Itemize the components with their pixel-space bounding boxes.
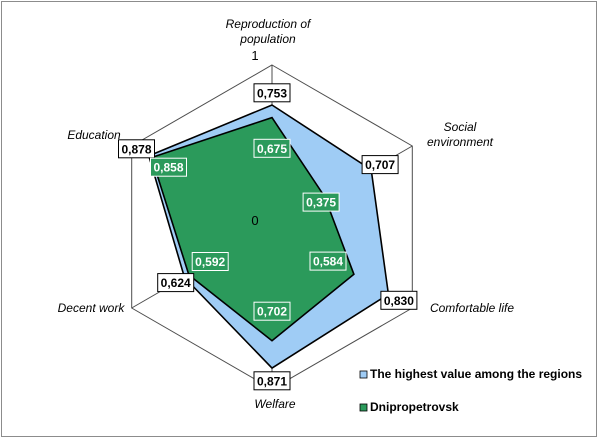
data-label-highest-4: 0,624 xyxy=(157,273,195,293)
axis-label-reproduction-line2: population xyxy=(239,32,296,46)
legend: The highest value among the regions Dnip… xyxy=(359,367,582,414)
data-label-highest-5: 0,878 xyxy=(118,139,155,159)
legend-swatch-dnipropetrovsk xyxy=(359,403,368,412)
svg-text:0,830: 0,830 xyxy=(384,294,414,308)
axis-label-decent-work: Decent work xyxy=(58,301,126,315)
tick-label-min: 0 xyxy=(251,213,258,228)
svg-text:0,858: 0,858 xyxy=(153,161,183,175)
axis-label-welfare: Welfare xyxy=(254,397,295,411)
svg-text:0,375: 0,375 xyxy=(306,196,336,210)
legend-label-dnipropetrovsk: Dnipropetrovsk xyxy=(370,400,459,414)
svg-text:0,702: 0,702 xyxy=(257,305,287,319)
data-label-dnipropetrovsk-4: 0,592 xyxy=(191,252,229,271)
data-label-dnipropetrovsk-5: 0,858 xyxy=(150,157,187,177)
legend-swatch-highest xyxy=(359,370,368,379)
data-label-highest-0: 0,753 xyxy=(253,83,291,103)
svg-text:0,878: 0,878 xyxy=(121,142,151,156)
data-label-dnipropetrovsk-3: 0,702 xyxy=(253,301,291,321)
axis-label-reproduction-line1: Reproduction of xyxy=(226,17,312,31)
svg-text:0,707: 0,707 xyxy=(365,158,395,172)
data-label-highest-2: 0,830 xyxy=(380,290,418,310)
tick-label-max: 1 xyxy=(251,48,258,63)
data-label-dnipropetrovsk-1: 0,375 xyxy=(302,192,340,212)
svg-text:0,753: 0,753 xyxy=(257,86,287,100)
axis-label-social-line2: environment xyxy=(427,135,494,149)
axis-label-comfortable-life: Comfortable life xyxy=(430,301,514,315)
data-label-highest-1: 0,707 xyxy=(361,155,399,175)
svg-text:0,675: 0,675 xyxy=(257,142,287,156)
svg-text:0,871: 0,871 xyxy=(257,374,287,388)
axis-label-education: Education xyxy=(67,128,121,142)
data-label-highest-3: 0,871 xyxy=(253,371,291,391)
data-label-dnipropetrovsk-2: 0,584 xyxy=(309,251,347,271)
data-labels-layer: 0,753 0,707 0,830 0,871 0,624 0,878 0,675 0,375… xyxy=(118,83,418,391)
axis-label-social-line1: Social xyxy=(444,120,477,134)
svg-text:0,584: 0,584 xyxy=(313,255,343,269)
legend-label-highest: The highest value among the regions xyxy=(370,367,582,381)
svg-text:0,592: 0,592 xyxy=(195,255,225,269)
data-label-dnipropetrovsk-0: 0,675 xyxy=(253,138,291,158)
svg-text:0,624: 0,624 xyxy=(161,276,191,290)
